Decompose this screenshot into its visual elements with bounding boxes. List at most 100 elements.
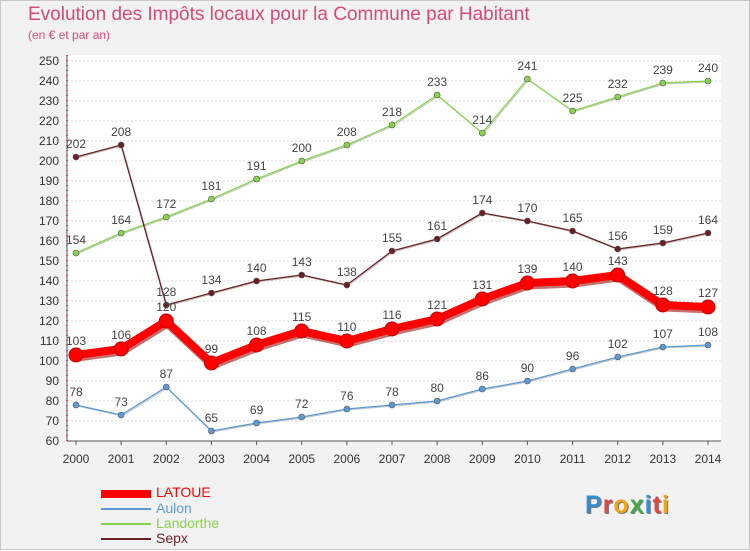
data-point-aulon: [614, 353, 622, 361]
data-point-latoue: [700, 299, 716, 315]
data-point-landorthe: [704, 77, 712, 85]
y-tick-label: 210: [39, 134, 59, 148]
logo-letter: i: [644, 491, 653, 519]
data-point-sepx: [659, 239, 667, 247]
logo-letter: t: [652, 491, 662, 519]
data-point-latoue: [249, 337, 265, 353]
data-point-sepx: [388, 247, 396, 255]
y-tick-label: 170: [39, 214, 59, 228]
y-tick-label: 70: [46, 414, 60, 428]
data-label-landorthe: 181: [201, 179, 221, 193]
data-point-sepx: [704, 229, 712, 237]
data-label-landorthe: 208: [337, 125, 357, 139]
data-point-aulon: [524, 377, 531, 385]
data-point-latoue: [474, 291, 490, 307]
data-label-landorthe: 232: [608, 77, 628, 91]
y-tick-label: 160: [39, 234, 59, 248]
data-label-aulon: 102: [608, 337, 628, 351]
data-label-landorthe: 172: [156, 197, 176, 211]
x-tick-label: 2014: [695, 452, 722, 466]
data-label-latoue: 140: [563, 260, 583, 274]
y-tick-label: 220: [39, 114, 59, 128]
data-label-aulon: 96: [566, 349, 580, 363]
data-point-aulon: [253, 419, 260, 427]
x-tick-label: 2003: [198, 452, 225, 466]
data-label-landorthe: 218: [382, 105, 402, 119]
data-point-aulon: [569, 365, 576, 373]
data-point-latoue: [429, 311, 445, 327]
data-label-latoue: 131: [472, 278, 492, 292]
data-point-aulon: [704, 341, 712, 349]
data-point-sepx: [524, 217, 531, 225]
x-tick-label: 2004: [243, 452, 270, 466]
logo-letter: o: [613, 491, 630, 519]
data-point-sepx: [569, 227, 576, 235]
x-tick-label: 2001: [108, 452, 135, 466]
data-label-latoue: 108: [247, 324, 267, 338]
data-point-latoue: [655, 297, 671, 313]
data-label-sepx: 174: [472, 193, 492, 207]
data-label-aulon: 80: [430, 381, 444, 395]
x-tick-label: 2007: [379, 452, 406, 466]
data-point-latoue: [158, 313, 174, 329]
data-label-aulon: 76: [340, 389, 354, 403]
data-label-sepx: 165: [563, 211, 583, 225]
legend-label-latoue: LATOUE: [156, 484, 211, 500]
data-point-landorthe: [478, 129, 486, 137]
logo-letter: x: [629, 491, 645, 519]
data-label-sepx: 156: [608, 229, 628, 243]
proxiti-logo: Proxiti: [585, 491, 670, 520]
y-tick-label: 230: [39, 94, 59, 108]
data-point-aulon: [478, 385, 486, 393]
data-point-landorthe: [253, 175, 260, 183]
data-point-latoue: [565, 273, 581, 289]
legend-swatch-aulon: [101, 508, 151, 510]
data-label-sepx: 159: [653, 223, 673, 237]
x-tick-label: 2010: [514, 452, 541, 466]
data-label-sepx: 128: [156, 285, 176, 299]
data-point-landorthe: [162, 213, 170, 221]
data-point-latoue: [68, 347, 84, 363]
data-point-aulon: [388, 401, 396, 409]
data-point-latoue: [294, 323, 310, 339]
y-tick-label: 150: [39, 254, 59, 268]
y-tick-label: 110: [40, 334, 59, 348]
data-label-landorthe: 154: [66, 233, 86, 247]
data-label-latoue: 143: [608, 254, 628, 268]
y-tick-label: 140: [39, 274, 59, 288]
data-point-sepx: [478, 209, 486, 217]
data-point-sepx: [343, 281, 351, 289]
x-tick-label: 2009: [469, 452, 496, 466]
legend-label-sepx: Sepx: [156, 530, 188, 546]
y-tick-label: 60: [46, 434, 60, 448]
data-point-landorthe: [117, 229, 125, 237]
y-tick-label: 120: [39, 314, 59, 328]
data-point-latoue: [203, 355, 219, 371]
data-label-latoue: 120: [156, 300, 176, 314]
data-point-landorthe: [208, 195, 215, 203]
data-label-landorthe: 239: [653, 63, 673, 77]
chart-title: Evolution des Impôts locaux pour la Comm…: [28, 4, 530, 25]
x-tick-label: 2011: [560, 452, 586, 466]
data-label-sepx: 208: [111, 125, 131, 139]
data-point-landorthe: [524, 75, 531, 83]
data-label-landorthe: 241: [517, 59, 537, 73]
data-point-aulon: [162, 383, 170, 391]
logo-letter: i: [661, 491, 670, 519]
data-point-landorthe: [388, 121, 396, 129]
logo-letter: P: [585, 491, 603, 519]
data-point-aulon: [298, 413, 306, 421]
data-point-sepx: [162, 301, 170, 309]
x-tick-label: 2005: [288, 452, 315, 466]
data-label-landorthe: 233: [427, 75, 447, 89]
data-point-aulon: [659, 343, 667, 351]
x-tick-label: 2012: [604, 452, 631, 466]
data-label-latoue: 115: [292, 310, 311, 324]
data-label-aulon: 87: [160, 367, 174, 381]
data-label-sepx: 140: [247, 261, 267, 275]
data-point-sepx: [614, 245, 622, 253]
data-label-landorthe: 164: [111, 213, 131, 227]
y-tick-label: 250: [39, 54, 59, 68]
x-tick-label: 2008: [424, 452, 451, 466]
